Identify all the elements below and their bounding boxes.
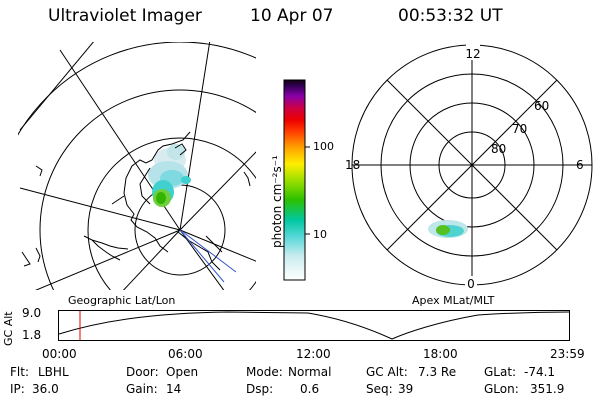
timeline-xtick-0000: 00:00 — [42, 347, 77, 361]
status-glon-value: 351.9 — [530, 382, 565, 396]
mlat-label-60: 60 — [534, 99, 549, 113]
lat-circle — [39, 89, 256, 290]
timeline-y-label: GC Alt — [2, 311, 15, 346]
colorbar-tick-10: 10 — [313, 228, 327, 241]
status-flt-value: LBHL — [38, 365, 69, 379]
status-gcalt-key: GC Alt: — [366, 365, 408, 379]
aurora-emission — [148, 144, 191, 207]
status-glat-value: -74.1 — [524, 365, 556, 379]
geographic-map — [18, 42, 256, 290]
mlat-label-80: 80 — [491, 142, 506, 156]
status-ip-value: 36.0 — [32, 382, 59, 396]
time-label: 00:53:32 UT — [398, 6, 503, 26]
meridian-line — [35, 229, 181, 290]
coastline — [21, 131, 251, 271]
status-ip-key: IP: — [10, 382, 25, 396]
mlt-label-12: 12 — [465, 47, 480, 61]
status-dsp-value: 0.6 — [300, 382, 320, 396]
mlt-label-6: 6 — [576, 158, 584, 172]
meridian-line — [122, 229, 181, 290]
magnetic-caption: Apex MLat/MLT — [412, 294, 495, 307]
geographic-caption: Geographic Lat/Lon — [68, 294, 176, 307]
meridian-line — [179, 151, 256, 231]
lat-circle — [87, 137, 256, 290]
mlt-label-0: 0 — [467, 277, 475, 291]
timeline-plot — [58, 310, 570, 341]
altitude-curve — [58, 311, 570, 340]
meridian-line — [19, 187, 181, 231]
meridian-line — [179, 229, 256, 262]
timeline-xtick-2359: 23:59 — [550, 347, 585, 361]
status-flt-key: Flt: — [10, 365, 29, 379]
status-door-value: Open — [166, 365, 199, 379]
timeline-xtick-1800: 18:00 — [423, 347, 458, 361]
status-seq-key: Seq: — [366, 382, 393, 396]
timeline-xtick-0600: 06:00 — [168, 347, 203, 361]
status-gain-key: Gain: — [126, 382, 158, 396]
meridian-line — [179, 42, 211, 231]
mlt-line — [386, 79, 558, 251]
status-glon-key: GLon: — [484, 382, 519, 396]
status-mode-key: Mode: — [246, 365, 283, 379]
status-gcalt-value: 7.3 Re — [418, 365, 457, 379]
colorbar-tick-100: 100 — [313, 140, 334, 153]
colorbar-unit-label: photon cm⁻²s⁻¹ — [270, 155, 284, 248]
status-mode-value: Normal — [288, 365, 332, 379]
status-seq-value: 39 — [398, 382, 414, 396]
color-bar — [283, 79, 310, 281]
meridian-line — [179, 229, 225, 290]
mlt-label-18: 18 — [345, 158, 360, 172]
meridian-line — [19, 42, 94, 131]
timeline-ytick-high: 9.0 — [22, 306, 42, 320]
timeline-xtick-1200: 12:00 — [296, 347, 331, 361]
magnetic-polar-plot: 12 18 6 0 60 70 80 — [345, 44, 593, 291]
mlat-label-70: 70 — [512, 122, 527, 136]
status-door-key: Door: — [126, 365, 159, 379]
status-gain-value: 14 — [166, 382, 182, 396]
lat-circle — [18, 42, 256, 136]
instrument-title: Ultraviolet Imager — [48, 6, 202, 26]
status-dsp-key: Dsp: — [246, 382, 274, 396]
status-glat-key: GLat: — [484, 365, 517, 379]
footprint-track — [179, 229, 237, 283]
date-label: 10 Apr 07 — [250, 6, 334, 26]
timeline-ytick-low: 1.8 — [22, 328, 42, 342]
aurora-emission-magnetic — [428, 220, 468, 238]
